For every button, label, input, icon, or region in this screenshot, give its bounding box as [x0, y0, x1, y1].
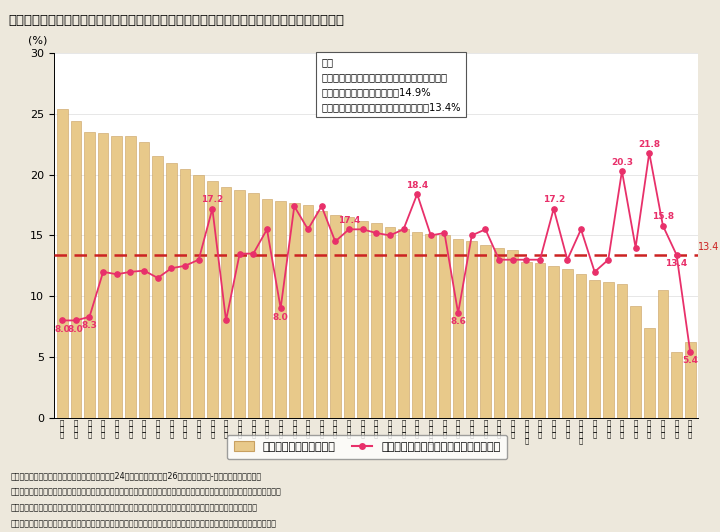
- Bar: [234, 190, 245, 418]
- Text: 18.4: 18.4: [406, 181, 428, 190]
- Bar: [330, 215, 341, 418]
- Text: Ｉ－特－９図　製造業の従業者の割合と管理的職業従事者に占める女性の割合（都道府県別）: Ｉ－特－９図 製造業の従業者の割合と管理的職業従事者に占める女性の割合（都道府県…: [9, 14, 345, 27]
- Text: 全国
全産業の従業者数（男女計）に占める製造業の
従業者数（男女計）の割合　14.9%
管理的職業従事者に占める女性の割合　13.4%: 全国 全産業の従業者数（男女計）に占める製造業の 従業者数（男女計）の割合 14…: [321, 57, 461, 112]
- Bar: [644, 328, 654, 418]
- Bar: [549, 266, 559, 418]
- Bar: [630, 306, 641, 418]
- Bar: [685, 342, 696, 418]
- Bar: [439, 235, 450, 418]
- Bar: [166, 163, 176, 418]
- Bar: [207, 181, 217, 418]
- Text: 21.8: 21.8: [638, 139, 660, 148]
- Bar: [180, 169, 190, 418]
- Bar: [139, 142, 150, 418]
- Text: 15.8: 15.8: [652, 212, 674, 221]
- Text: 8.6: 8.6: [450, 318, 466, 327]
- Bar: [657, 290, 668, 418]
- Text: 8.3: 8.3: [81, 321, 97, 330]
- Bar: [248, 193, 258, 418]
- Bar: [289, 203, 300, 418]
- Text: 全般又は課（課相当を含む）以上の内部組織の経営・管理に従事するものを指す。公務員も含まれる。: 全般又は課（課相当を含む）以上の内部組織の経営・管理に従事するものを指す。公務員…: [11, 503, 258, 512]
- Bar: [194, 174, 204, 418]
- Text: 8.0: 8.0: [54, 325, 70, 334]
- Bar: [603, 281, 613, 418]
- Bar: [343, 217, 354, 418]
- Text: ２．管理的職業従事者とは，事業経営方針の決定・経営方針に基づく執行計画の樹立・作業の監督・統制等，経営体の: ２．管理的職業従事者とは，事業経営方針の決定・経営方針に基づく執行計画の樹立・作…: [11, 487, 282, 496]
- Bar: [98, 134, 109, 418]
- Bar: [467, 242, 477, 418]
- Text: 5.4: 5.4: [683, 356, 698, 365]
- Text: 17.4: 17.4: [338, 216, 360, 225]
- Bar: [57, 109, 68, 418]
- Bar: [426, 234, 436, 418]
- Text: 20.3: 20.3: [611, 158, 633, 167]
- Bar: [261, 199, 272, 418]
- Text: （備考）１．総務省「就業構造基本調査」（平成24年），総務省「平成26年経済センサス-基礎調査」より作成。: （備考）１．総務省「就業構造基本調査」（平成24年），総務省「平成26年経済セン…: [11, 471, 262, 480]
- Bar: [480, 245, 491, 418]
- Bar: [275, 202, 286, 418]
- Bar: [589, 280, 600, 418]
- Bar: [221, 187, 231, 418]
- Bar: [357, 221, 368, 418]
- Text: ３．製造業の従業者数の割合は，全産業の従業者数（男女計）に占める製造業の従業者数（男女計）の割合を指す。: ３．製造業の従業者数の割合は，全産業の従業者数（男女計）に占める製造業の従業者数…: [11, 519, 276, 528]
- Text: 8.0: 8.0: [68, 325, 84, 334]
- Bar: [412, 232, 423, 418]
- Bar: [671, 352, 682, 418]
- Bar: [84, 132, 95, 418]
- Bar: [371, 223, 382, 418]
- Text: 17.2: 17.2: [543, 195, 564, 204]
- Bar: [616, 284, 627, 418]
- Bar: [112, 136, 122, 418]
- Bar: [125, 136, 136, 418]
- Bar: [384, 227, 395, 418]
- Legend: 製造業の従業者数の割合, 管理的職業従事者に占める割合（女性）: 製造業の従業者数の割合, 管理的職業従事者に占める割合（女性）: [228, 435, 507, 459]
- Bar: [576, 275, 586, 418]
- Text: 8.0: 8.0: [273, 312, 289, 321]
- Bar: [302, 205, 313, 418]
- Bar: [521, 262, 531, 418]
- Bar: [508, 250, 518, 418]
- Bar: [398, 229, 409, 418]
- Bar: [316, 211, 327, 418]
- Text: 17.2: 17.2: [202, 195, 223, 204]
- Y-axis label: (%): (%): [28, 36, 48, 46]
- Bar: [535, 263, 545, 418]
- Bar: [71, 121, 81, 418]
- Bar: [153, 156, 163, 418]
- Text: 13.4: 13.4: [665, 259, 688, 268]
- Bar: [494, 247, 505, 418]
- Text: 13.4: 13.4: [698, 242, 719, 252]
- Bar: [453, 239, 464, 418]
- Bar: [562, 269, 572, 418]
